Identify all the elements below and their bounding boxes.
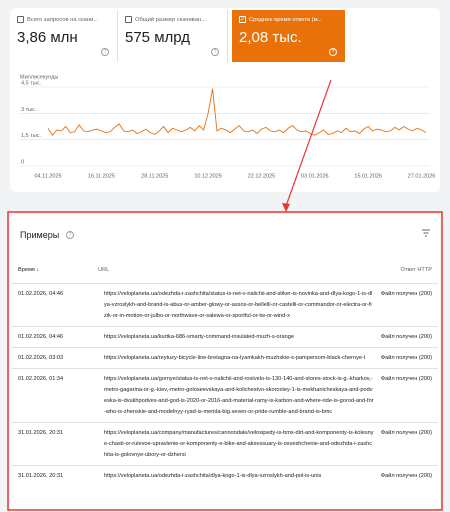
x-tick-label: 15.01.2026 bbox=[354, 173, 382, 179]
arrow-head bbox=[282, 203, 290, 212]
status-cell: Файл получен (200) bbox=[380, 291, 432, 297]
url-cell: https://veloplaneta.ua/odezhda-i-zashchi… bbox=[104, 473, 322, 479]
x-tick-label: 10.12.2025 bbox=[194, 173, 222, 179]
table-row[interactable]: 01.02.2026, 04:46 https://veloplaneta.ua/… bbox=[12, 326, 438, 347]
time-cell: 01.02.2026, 03:03 bbox=[18, 355, 64, 361]
status-cell: Файл получен (200) bbox=[380, 430, 432, 436]
x-tick-label: 28.11.2025 bbox=[141, 173, 168, 179]
time-cell: 01.02.2026, 04:46 bbox=[18, 291, 64, 297]
chart: Миллисекунды 0 1,5 тыс. 3 тыс. 4,5 тыс. 04.1… bbox=[20, 74, 436, 179]
x-tick-label: 27.01.2026 bbox=[408, 173, 436, 179]
url-cell: https://veloplaneta.ua/odezhda-i-zashchi… bbox=[104, 291, 373, 319]
url-cell: https://veloplaneta.ua/kurtka-686-smarty… bbox=[104, 334, 294, 340]
column-header[interactable]: Время ↓ bbox=[18, 267, 40, 273]
metric-label: Среднее время ответа (м... bbox=[249, 16, 323, 23]
column-header: URL bbox=[98, 267, 110, 273]
status-cell: Файл получен (200) bbox=[380, 355, 432, 361]
filter-icon[interactable] bbox=[421, 229, 431, 237]
y-axis-label: Миллисекунды bbox=[20, 74, 58, 80]
metric-tile[interactable]: Всего запросов на скани... 3,86 млн? bbox=[10, 10, 118, 62]
help-icon[interactable]: ? bbox=[66, 231, 74, 239]
status-cell: Файл получен (200) bbox=[380, 376, 432, 382]
metric-label: Общий размер скачиван... bbox=[135, 16, 206, 23]
table-row[interactable]: 01.02.2026, 01:34 https://veloplaneta.ua/… bbox=[12, 368, 438, 422]
url-cell: https://veloplaneta.ua/gornye/status-is-… bbox=[104, 376, 374, 415]
table-row[interactable]: 01.02.2026, 03:03 https://veloplaneta.ua/… bbox=[12, 347, 438, 368]
x-tick-label: 03.01.2026 bbox=[301, 173, 329, 179]
metric-value: 575 млрд bbox=[125, 29, 191, 46]
crawl-stats-card bbox=[10, 8, 440, 192]
examples-table: 01.02.2026, 04:46 https://veloplaneta.ua/… bbox=[12, 283, 438, 486]
x-tick-label: 04.11.2025 bbox=[34, 173, 61, 179]
x-tick-label: 16.11.2025 bbox=[88, 173, 115, 179]
y-tick-label: 1,5 тыс. bbox=[21, 133, 41, 139]
url-cell: https://veloplaneta.ua/company/manufactu… bbox=[104, 430, 374, 458]
status-cell: Файл получен (200) bbox=[380, 334, 432, 340]
time-cell: 31.01.2026, 20:31 bbox=[18, 473, 64, 479]
table-row[interactable]: 31.01.2026, 20:31 https://veloplaneta.ua/… bbox=[12, 465, 438, 486]
y-tick-label: 3 тыс. bbox=[21, 107, 37, 113]
metric-tile-selected[interactable]: ✓ Среднее время ответа (м... 2,08 тыс.? bbox=[232, 10, 345, 62]
metric-tile[interactable]: Общий размер скачиван... 575 млрд? bbox=[118, 10, 228, 62]
time-cell: 01.02.2026, 01:34 bbox=[18, 376, 64, 382]
table-row[interactable]: 01.02.2026, 04:46 https://veloplaneta.ua/… bbox=[12, 283, 438, 326]
table-row[interactable]: 31.01.2026, 20:31 https://veloplaneta.ua/… bbox=[12, 422, 438, 465]
status-cell: Файл получен (200) bbox=[380, 473, 432, 479]
examples-title: Примеры bbox=[20, 230, 60, 240]
column-header-text: Время bbox=[18, 267, 35, 273]
metric-value: 3,86 млн bbox=[17, 29, 78, 46]
x-tick-label: 22.12.2025 bbox=[248, 173, 276, 179]
time-cell: 31.01.2026, 20:31 bbox=[18, 430, 64, 436]
metric-label: Всего запросов на скани... bbox=[27, 16, 99, 23]
y-tick-label: 4,5 тыс. bbox=[21, 80, 41, 86]
y-tick-label: 0 bbox=[21, 159, 24, 165]
column-header: Ответ HTTP bbox=[400, 267, 432, 273]
time-cell: 01.02.2026, 04:46 bbox=[18, 334, 64, 340]
url-cell: https://veloplaneta.ua/reytuzy-bicycle-l… bbox=[104, 355, 366, 361]
metric-value: 2,08 тыс. bbox=[239, 29, 302, 46]
data-line bbox=[47, 88, 427, 137]
